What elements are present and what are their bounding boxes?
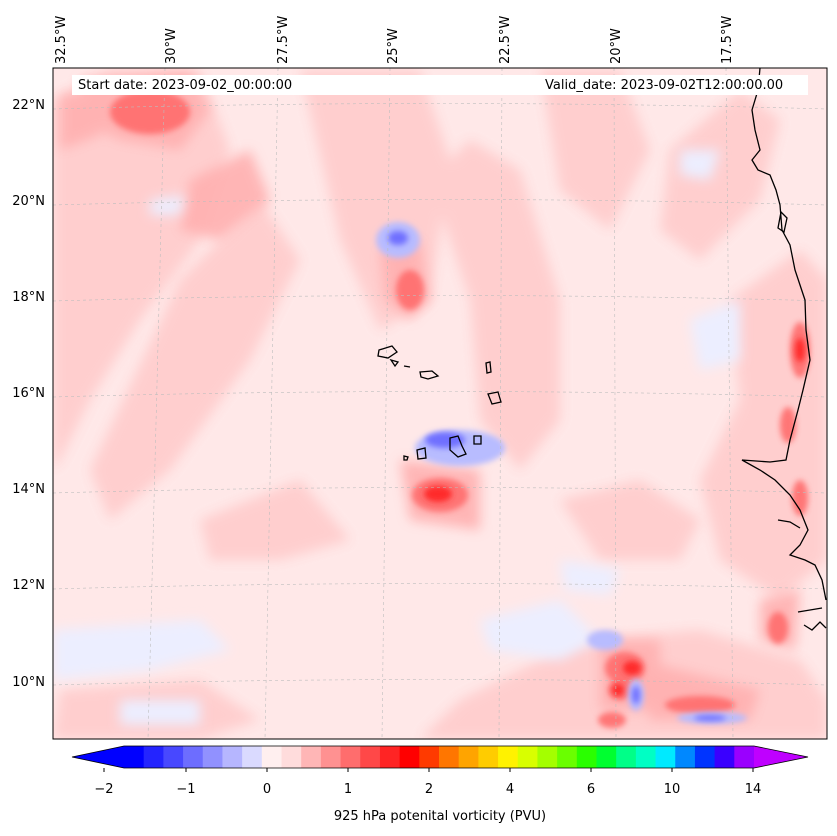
lon-label-20w: 20°W — [609, 28, 624, 64]
lat-label-12n: 12°N — [12, 578, 45, 593]
colorbar-over-arrow — [754, 746, 808, 768]
colorbar-segment — [340, 746, 361, 768]
colorbar-segment — [143, 746, 164, 768]
colorbar-segment — [261, 746, 282, 768]
colorbar-segment — [399, 746, 420, 768]
valid-date-label: Valid_date: 2023-09-02T12:00:00.00 — [545, 78, 784, 93]
colorbar-segment — [242, 746, 263, 768]
colorbar-segment — [694, 746, 716, 768]
lon-label-25w: 25°W — [386, 28, 401, 64]
lat-label-22n: 22°N — [12, 98, 45, 113]
lat-label-10n: 10°N — [12, 675, 45, 690]
colorbar-segment — [596, 746, 617, 768]
colorbar-segment — [616, 746, 637, 768]
cb-tick-10: 10 — [663, 782, 681, 797]
cape-verde-islands — [377, 345, 502, 461]
colorbar-segment — [419, 746, 440, 768]
gridlines — [53, 68, 827, 739]
colorbar-segment — [183, 746, 204, 768]
cb-tick-14: 14 — [744, 782, 762, 797]
lon-label-22-5w: 22.5°W — [498, 15, 513, 64]
colorbar — [71, 745, 809, 772]
lat-label-16n: 16°N — [12, 386, 45, 401]
colorbar-segment — [714, 746, 735, 768]
header-strip — [72, 75, 808, 95]
colorbar-under-arrow — [72, 746, 124, 768]
lon-label-17-5w: 17.5°W — [720, 15, 735, 64]
colorbar-segment — [439, 746, 460, 768]
pv-field-deep-red — [424, 338, 805, 696]
lat-label-18n: 18°N — [12, 290, 45, 305]
cb-tick-0: 0 — [262, 782, 272, 797]
colorbar-segment — [537, 746, 558, 768]
lon-label-27-5w: 27.5°W — [276, 15, 291, 64]
cb-tick-6: 6 — [586, 782, 596, 797]
lat-label-20n: 20°N — [12, 194, 45, 209]
colorbar-segment — [379, 746, 401, 768]
colorbar-segment — [557, 746, 578, 768]
map-panel — [53, 68, 827, 739]
colorbar-segment — [320, 746, 342, 768]
colorbar-segment — [458, 746, 479, 768]
pv-field-light-blue — [53, 150, 740, 725]
map-frame — [52, 67, 828, 740]
colorbar-segment — [478, 746, 499, 768]
colorbar-segment — [635, 746, 657, 768]
cb-tick-neg2: −2 — [94, 782, 114, 797]
colorbar-segment — [222, 746, 243, 768]
start-date-label: Start date: 2023-09-02_00:00:00 — [78, 78, 293, 93]
colorbar-segment — [124, 746, 145, 768]
lon-label-30w: 30°W — [164, 28, 179, 64]
lat-label-14n: 14°N — [12, 482, 45, 497]
cb-tick-neg1: −1 — [176, 782, 196, 797]
colorbar-segment — [655, 746, 676, 768]
colorbar-segment — [163, 746, 184, 768]
colorbar-segment — [281, 746, 302, 768]
cb-tick-1: 1 — [343, 782, 353, 797]
colorbar-segment — [498, 746, 519, 768]
colorbar-segment — [734, 746, 755, 768]
colorbar-segment — [301, 746, 322, 768]
cb-tick-2: 2 — [424, 782, 434, 797]
colorbar-segment — [360, 746, 381, 768]
colorbar-segment — [202, 746, 223, 768]
colorbar-outline — [71, 745, 809, 769]
colorbar-title: 925 hPa potenital vorticity (PVU) — [333, 809, 547, 824]
coastline — [741, 68, 827, 631]
colorbar-segment — [576, 746, 597, 768]
pv-field-deep-blue — [388, 231, 726, 721]
cb-tick-4: 4 — [505, 782, 515, 797]
lon-label-32-5w: 32.5°W — [54, 15, 69, 64]
colorbar-segment — [675, 746, 696, 768]
colorbar-segment — [517, 746, 538, 768]
